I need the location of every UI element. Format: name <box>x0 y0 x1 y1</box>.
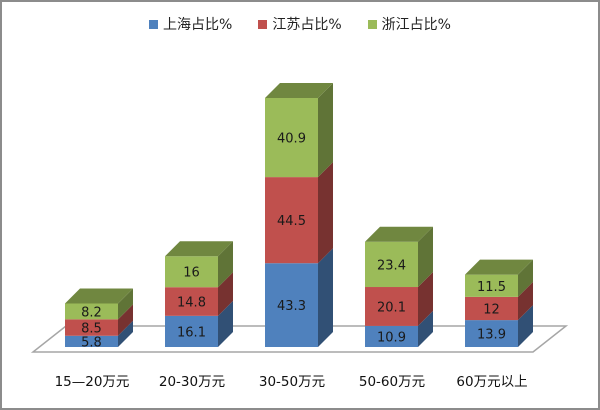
bar-stack: 5.88.5 8.2 <box>65 288 133 350</box>
bar-segment <box>465 320 518 347</box>
bar-segment <box>265 97 318 178</box>
bar-segment <box>465 296 518 321</box>
chart-legend: 上海占比% 江苏占比% 浙江占比% <box>0 14 600 34</box>
bar-side <box>418 272 433 326</box>
bar-segment <box>365 287 418 326</box>
data-label: 8.5 <box>81 322 102 337</box>
bar-side <box>318 248 333 347</box>
bar-side <box>318 162 333 264</box>
bar-side <box>218 241 233 288</box>
bar-segment <box>65 303 118 320</box>
bar-segment <box>265 177 318 264</box>
legend-label: 浙江占比% <box>381 17 451 33</box>
data-label: 5.8 <box>81 335 102 350</box>
bar-segment <box>65 319 118 336</box>
bar-group: 5.88.5 8.2 16.1 14.8 16 43.3 44.5 40.9 10.9 20.1 2… <box>65 82 533 350</box>
bar-side <box>218 300 233 347</box>
bar-segment <box>165 287 218 316</box>
bar-stack: 16.1 14.8 16 <box>165 241 233 347</box>
bar-stack: 13.9 12 11.5 <box>465 259 533 347</box>
bar-side <box>118 320 133 347</box>
bar-side <box>118 304 133 336</box>
bar-side <box>418 226 433 288</box>
legend-swatch-jiangsu <box>258 19 268 29</box>
bar-top <box>365 226 433 242</box>
legend-item-zhejiang: 浙江占比% <box>367 14 451 34</box>
data-label: 16 <box>183 266 200 281</box>
data-label: 12 <box>483 302 500 317</box>
bar-segment <box>265 263 318 347</box>
bar-top <box>65 288 133 304</box>
bar-top <box>465 259 533 275</box>
legend-swatch-zhejiang <box>367 19 377 29</box>
bar-side <box>518 259 533 297</box>
x-label: 15—20万元 <box>54 374 130 390</box>
x-axis-labels: 15—20万元 20-30万元 30-50万元 50-60万元 60万元以上 <box>0 370 600 394</box>
data-label: 40.9 <box>277 132 306 147</box>
x-label: 30-50万元 <box>258 374 326 390</box>
legend-swatch-shanghai <box>149 19 159 29</box>
legend-label: 上海占比% <box>163 17 233 33</box>
data-label: 20.1 <box>377 300 406 315</box>
bar-side <box>518 281 533 321</box>
legend-item-shanghai: 上海占比% <box>149 14 232 34</box>
data-label: 44.5 <box>277 214 306 229</box>
data-label: 13.9 <box>477 328 506 343</box>
data-label: 10.9 <box>377 330 406 345</box>
data-label: 43.3 <box>277 299 306 314</box>
x-label: 50-60万元 <box>358 374 426 390</box>
data-label: 16.1 <box>177 325 206 340</box>
bar-top <box>165 241 233 257</box>
bar-side <box>318 82 333 178</box>
x-label: 20-30万元 <box>158 374 226 390</box>
bar-top <box>265 82 333 98</box>
bar-side <box>418 310 433 347</box>
data-label: 11.5 <box>477 280 506 295</box>
x-label: 60万元以上 <box>456 374 528 390</box>
bar-segment <box>365 325 418 347</box>
bar-side <box>518 305 533 347</box>
legend-label: 江苏占比% <box>272 17 342 33</box>
bar-stack: 43.3 44.5 40.9 <box>265 82 333 347</box>
legend-item-jiangsu: 江苏占比% <box>258 14 342 34</box>
bar-stack: 10.9 20.1 23.4 <box>365 226 433 347</box>
data-label: 14.8 <box>177 296 206 311</box>
bar-segment <box>365 241 418 288</box>
bar-segment <box>465 274 518 297</box>
bar-segment <box>165 315 218 347</box>
data-label: 23.4 <box>377 258 406 273</box>
bar-side <box>118 288 133 320</box>
bar-side <box>218 272 233 316</box>
data-label: 8.2 <box>81 305 102 320</box>
bar-segment <box>165 256 218 288</box>
bar-segment <box>65 335 118 347</box>
